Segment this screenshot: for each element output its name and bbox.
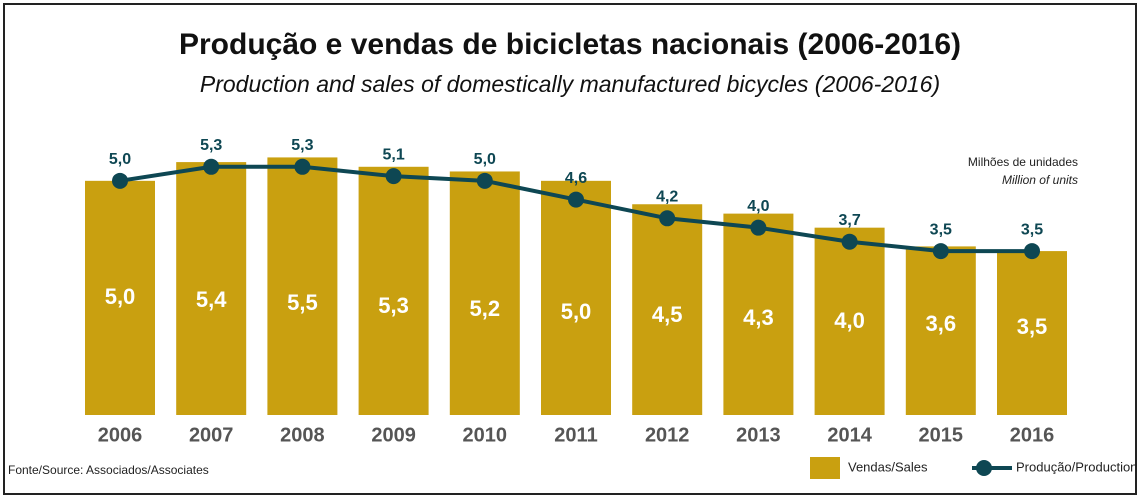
line-point [294,158,311,175]
line-point [203,158,220,175]
bar [85,180,155,415]
x-tick-label: 2015 [919,424,964,446]
line-point [568,191,584,208]
bar [267,157,338,415]
line-value-label: 3,7 [838,212,860,229]
x-tick-label: 2007 [189,424,234,446]
x-tick-label: 2010 [463,424,508,446]
bar-value-label: 4,0 [834,308,865,333]
legend-dot [976,460,992,476]
bar-value-label: 5,4 [196,287,227,312]
line-value-label: 5,0 [109,151,131,168]
bar [632,204,703,415]
line-point [841,233,858,250]
legend-label: Vendas/Sales [848,459,928,474]
unit-note-en: Million of units [1002,173,1078,187]
bar-value-label: 5,5 [287,290,318,315]
bar [358,166,429,415]
bar [905,246,976,415]
x-tick-label: 2011 [554,424,597,446]
bar-value-label: 4,5 [652,302,683,327]
bar-value-label: 5,0 [105,284,136,309]
line-value-label: 5,1 [382,146,404,163]
bar [449,171,520,415]
unit-note: Milhões de unidades [968,155,1078,169]
chart-title: Produção e vendas de bicicletas nacionai… [179,28,961,61]
line-point [659,210,676,227]
line-point [112,172,128,189]
bar [997,251,1067,415]
line-value-label: 5,3 [291,137,313,154]
x-tick-label: 2016 [1010,424,1055,446]
line-value-label: 4,6 [565,170,587,187]
line-point [476,172,493,189]
line-value-label: 5,0 [474,151,496,168]
bar [176,162,247,415]
bar-value-label: 3,5 [1017,314,1048,339]
line-value-label: 4,0 [747,198,769,215]
bar-value-label: 3,6 [926,311,957,336]
source: Fonte/Source: Associados/Associates [8,463,209,477]
x-tick-label: 2008 [280,424,325,446]
chart-subtitle: Production and sales of domestically man… [200,71,940,97]
legend-swatch [810,457,840,479]
line-point [750,219,767,236]
bar [541,180,611,415]
bar [723,213,794,415]
line-value-label: 4,2 [656,189,678,206]
bar-value-label: 5,3 [378,293,409,318]
legend-label: Produção/Production [1016,459,1137,474]
line-point [932,243,949,260]
line-value-label: 3,5 [930,221,952,238]
line-point [385,168,402,185]
bar-value-label: 5,2 [470,296,501,321]
line-value-label: 3,5 [1021,221,1043,238]
x-tick-label: 2014 [827,424,872,446]
bar-value-label: 4,3 [743,305,774,330]
line-point [1024,243,1040,260]
x-tick-label: 2013 [736,424,781,446]
line-value-label: 5,3 [200,137,222,154]
x-tick-label: 2006 [98,424,143,446]
x-tick-label: 2009 [371,424,416,446]
x-tick-label: 2012 [645,424,690,446]
bar [814,227,885,415]
bar-value-label: 5,0 [561,299,592,324]
